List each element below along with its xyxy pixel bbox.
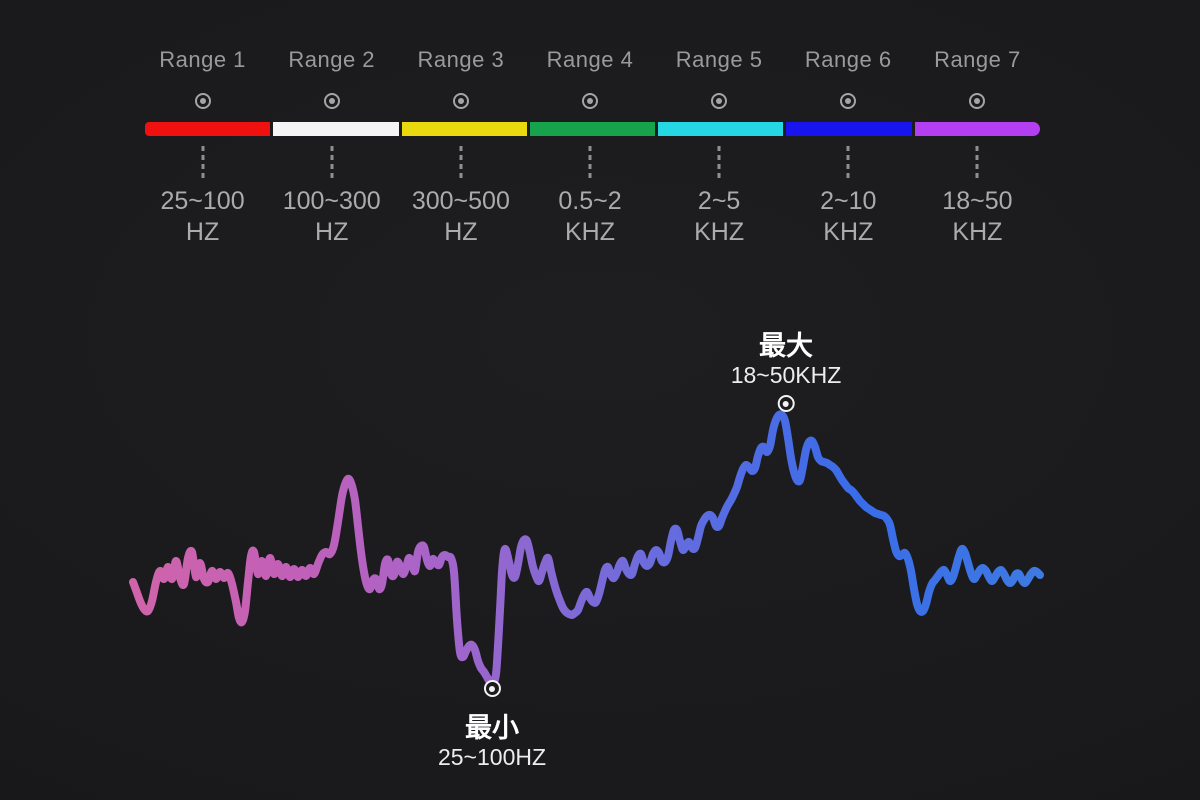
range-marker-icon[interactable]: [711, 93, 728, 109]
min-value: 25~100HZ: [437, 744, 547, 770]
range-column-5: Range 5 2~5 KHZ: [655, 48, 784, 258]
range-marker-icon[interactable]: [969, 93, 986, 109]
range-dash-line: [717, 146, 721, 179]
range-color-segment-2: [273, 122, 399, 136]
range-color-segment-3: [401, 122, 527, 136]
range-dash-line: [330, 146, 334, 179]
range-frequency: 25~100 HZ: [160, 187, 245, 246]
range-label: Range 3: [417, 47, 505, 72]
range-dash-line: [459, 146, 463, 179]
range-column-4: Range 4 0.5~2 KHZ: [525, 48, 654, 258]
range-label: Range 1: [159, 47, 246, 72]
range-color-segment-1: [145, 122, 271, 136]
waveform-line: [129, 410, 1044, 689]
range-frequency: 18~50 KHZ: [942, 187, 1013, 246]
range-color-segment-7: [914, 122, 1040, 136]
min-label: 最小: [465, 713, 519, 743]
range-color-segment-6: [786, 122, 912, 136]
range-frequency: 300~500 HZ: [411, 187, 510, 246]
range-marker-icon[interactable]: [840, 93, 857, 109]
min-annotation: 最小 25~100HZ: [438, 680, 546, 771]
range-columns: Range 1 25~100 HZ Range 2 100~300 HZ Range 3 30…: [138, 48, 1042, 258]
range-marker-icon[interactable]: [581, 93, 598, 109]
range-frequency: 2~10 KHZ: [820, 187, 877, 246]
range-color-bar: [145, 122, 1040, 136]
range-column-7: Range 7 18~50 KHZ: [913, 48, 1042, 258]
range-dash-line: [975, 146, 979, 179]
min-marker-icon: [483, 680, 501, 697]
range-label: Range 5: [675, 47, 763, 72]
range-label: Range 7: [934, 47, 1021, 72]
range-frequency: 2~5 KHZ: [694, 187, 745, 246]
range-label: Range 2: [288, 47, 376, 72]
range-legend: Range 1 25~100 HZ Range 2 100~300 HZ Range 3 30…: [138, 48, 1042, 258]
range-column-3: Range 3 300~500 HZ: [396, 48, 525, 258]
range-column-6: Range 6 2~10 KHZ: [784, 48, 913, 258]
range-marker-icon[interactable]: [194, 93, 211, 109]
range-frequency: 0.5~2 KHZ: [558, 187, 622, 246]
range-marker-icon[interactable]: [323, 93, 340, 109]
range-color-segment-5: [658, 122, 784, 136]
range-marker-icon[interactable]: [452, 93, 469, 109]
range-label: Range 4: [546, 47, 634, 72]
max-value: 18~50KHZ: [730, 362, 842, 388]
range-dash-line: [588, 146, 592, 179]
max-label: 最大: [758, 331, 813, 361]
range-frequency: 100~300 HZ: [282, 187, 381, 246]
max-marker-icon: [777, 395, 795, 412]
range-column-2: Range 2 100~300 HZ: [267, 48, 396, 258]
range-column-1: Range 1 25~100 HZ: [138, 48, 267, 258]
range-dash-line: [201, 146, 205, 179]
range-label: Range 6: [804, 47, 892, 72]
range-color-segment-4: [529, 122, 656, 136]
max-annotation: 最大 18~50KHZ: [730, 330, 842, 417]
range-dash-line: [846, 146, 850, 179]
